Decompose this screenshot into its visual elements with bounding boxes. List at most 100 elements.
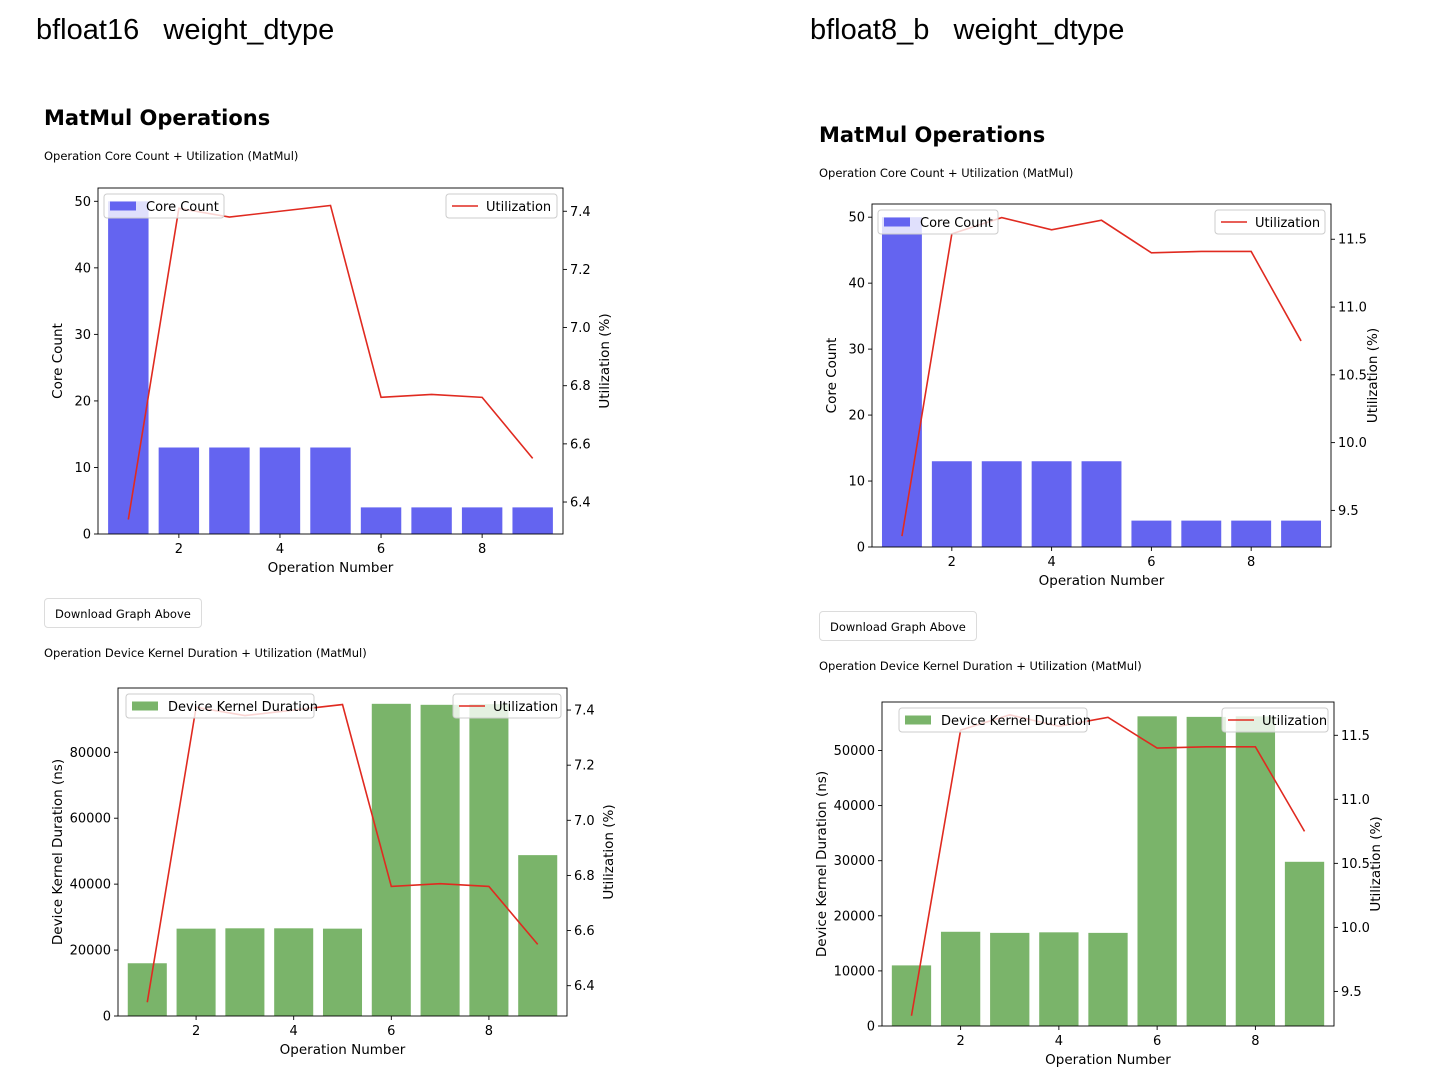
y-tick-label: 20000 [834,909,875,924]
y-tick-label: 40000 [834,799,875,814]
chart-title-core-count: Operation Core Count + Utilization (MatM… [819,166,1074,180]
y-tick-label: 0 [867,1020,875,1035]
bar-4 [1031,461,1072,547]
bar-6 [371,703,411,1016]
legend-box [1221,707,1329,733]
y2-tick-label: 11.5 [1341,729,1370,744]
legend-swatch [132,701,158,711]
legend-box [1214,209,1326,235]
legend-box [125,693,315,719]
legend-label: Utilization [493,700,558,715]
chart-title-kernel-duration: Operation Device Kernel Duration + Utili… [819,659,1142,673]
bar-3 [225,928,265,1016]
y-axis-label: Core Count [824,338,840,414]
y-tick-label: 20000 [70,944,111,959]
chart-title-kernel-duration: Operation Device Kernel Duration + Utili… [44,646,367,660]
bar-9 [518,855,558,1016]
x-axis-label: Operation Number [1039,573,1165,589]
plot-frame [97,187,564,535]
y-tick-label: 20 [848,409,865,424]
y2-tick-label: 10.0 [1341,921,1370,936]
core-count-chart-bfloat16: 0 10 20 30 40 50 6.4 6.6 6.8 7.0 7.2 7.4 2 4 6 8 Operati… [50,187,613,576]
legend-swatch [110,201,136,211]
y-tick-label: 10 [74,461,91,476]
bar-5 [322,928,363,1016]
bar-8 [1231,520,1272,547]
y-tick-label: 50000 [834,744,875,759]
x-axis-label: Operation Number [280,1042,406,1058]
legend-box [445,193,558,219]
y-tick-label: 40 [74,261,91,276]
bar-3 [209,447,250,534]
y2-tick-label: 7.4 [574,704,595,719]
legend-box [452,693,562,719]
y-tick-label: 20 [74,394,91,409]
y-axis-label: Device Kernel Duration (ns) [50,759,66,945]
y2-axis-label: Utilization (%) [1365,328,1381,423]
y2-axis-label: Utilization (%) [597,313,613,408]
x-tick-label: 2 [192,1024,200,1039]
bar-6 [360,507,402,534]
x-tick-label: 6 [377,542,385,557]
y2-tick-label: 6.4 [574,979,595,994]
bar-9 [512,507,553,534]
bar-3 [990,932,1030,1026]
download-graph-button[interactable]: Download Graph Above [819,611,977,641]
y2-tick-label: 11.5 [1338,233,1367,248]
x-tick-label: 4 [290,1024,298,1039]
chart-title-core-count: Operation Core Count + Utilization (MatM… [44,149,299,163]
y2-tick-label: 9.5 [1338,504,1359,519]
x-tick-label: 4 [1047,555,1055,570]
x-tick-label: 8 [1251,1034,1259,1049]
plot-frame [117,687,568,1017]
y-tick-label: 50 [74,195,91,210]
bar-1 [891,965,932,1026]
plot-frame [881,701,1335,1027]
y2-tick-label: 6.8 [570,379,591,394]
bar-4 [259,447,301,534]
section-title-matmul: MatMul Operations [819,123,1046,147]
bar-8 [1235,716,1276,1026]
bar-5 [1088,932,1128,1026]
bar-7 [1186,716,1226,1026]
y-tick-label: 10000 [834,964,875,979]
bar-4 [274,928,314,1016]
y-axis-label: Core Count [50,323,66,399]
y2-tick-label: 11.0 [1338,301,1367,316]
y2-axis-label: Utilization (%) [601,804,617,899]
legend-swatch [905,715,931,725]
y-tick-label: 0 [103,1010,111,1025]
legend-label: Utilization [486,200,551,215]
bar-7 [1181,520,1222,547]
bar-2 [931,461,972,547]
bar-8 [461,507,503,534]
bar-4 [1039,932,1079,1026]
bar-6 [1131,520,1172,547]
x-axis-label: Operation Number [1045,1052,1171,1068]
bar-3 [981,461,1022,547]
x-axis-label: Operation Number [268,560,394,576]
legend-label: Core Count [920,216,993,231]
x-tick-label: 4 [276,542,284,557]
y-tick-label: 0 [83,528,91,543]
y-tick-label: 30 [74,328,91,343]
legend-label: Device Kernel Duration [941,714,1091,729]
bar-9 [1281,520,1322,547]
legend-label: Utilization [1262,714,1327,729]
kernel-duration-chart-bfloat16: 0 20000 40000 60000 80000 6.4 6.6 6.8 7.0 7.2 7.4 2… [50,687,617,1058]
download-graph-button[interactable]: Download Graph Above [44,598,202,628]
y2-tick-label: 11.0 [1341,793,1370,808]
y-tick-label: 60000 [70,812,111,827]
y2-tick-label: 7.4 [570,205,591,220]
y-tick-label: 10 [848,475,865,490]
bar-1 [881,217,922,547]
y2-tick-label: 10.5 [1338,368,1367,383]
y2-tick-label: 6.6 [570,437,591,452]
y-tick-label: 40 [848,277,865,292]
bar-8 [469,704,509,1016]
legend-box [877,209,999,235]
y2-tick-label: 6.6 [574,924,595,939]
bar-2 [940,931,981,1026]
y2-tick-label: 10.0 [1338,436,1367,451]
core-count-chart-bfloat8b: 0 10 20 30 40 50 9.5 10.0 10.5 11.0 11.5 2 4 6 8 Operat… [824,203,1381,589]
